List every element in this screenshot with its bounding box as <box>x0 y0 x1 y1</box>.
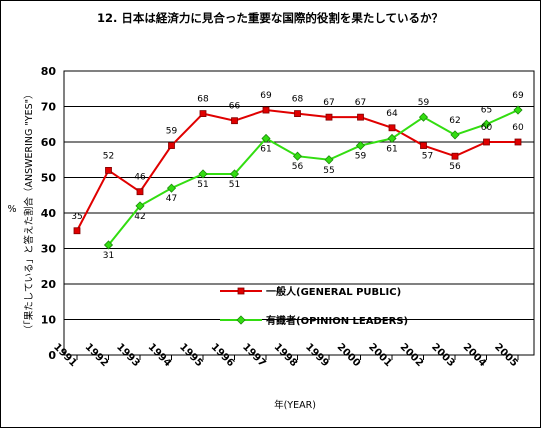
x-axis-label: 年(YEAR) <box>274 399 316 411</box>
data-label: 52 <box>103 151 114 161</box>
y-tick-label: 10 <box>41 314 57 327</box>
data-label: 51 <box>197 180 208 190</box>
data-label: 31 <box>103 251 114 261</box>
data-label: 47 <box>166 194 177 204</box>
y-tick-label: 50 <box>41 172 57 185</box>
data-point <box>73 227 81 235</box>
series-markers <box>73 105 523 250</box>
data-point <box>231 117 238 125</box>
y-tick-label: 30 <box>41 243 57 256</box>
data-point <box>450 130 460 140</box>
data-point <box>198 169 208 179</box>
legend-marker <box>236 315 246 325</box>
y-tick-label: 40 <box>41 207 57 220</box>
data-label: 42 <box>134 212 145 222</box>
data-label: 51 <box>229 180 240 190</box>
data-label: 35 <box>71 212 82 222</box>
data-point <box>262 106 270 114</box>
data-point <box>229 169 240 179</box>
x-axis-ticks: 1991 1992 1993 1994 1995 1996 1997 1998 1999 2000… <box>51 342 519 369</box>
data-label: 56 <box>292 162 304 172</box>
legend-label: 有識者(OPINION LEADERS) <box>266 314 408 327</box>
data-label: 68 <box>292 95 304 105</box>
series-line <box>107 109 519 246</box>
data-point <box>103 240 114 250</box>
data-label: 68 <box>197 95 209 105</box>
data-label: 59 <box>355 152 367 162</box>
data-point <box>357 113 364 121</box>
data-label: 62 <box>449 116 460 126</box>
y-tick-label: 80 <box>41 65 57 78</box>
data-labels: 35 52 46 59 68 66 69 68 67 67 64 57 56 60 60 31 42 47 51 51… <box>71 91 524 261</box>
data-label: 67 <box>355 98 366 108</box>
data-label: 59 <box>166 127 178 137</box>
y-axis-ticks: 0 10 20 30 40 50 60 70 80 <box>41 65 57 362</box>
gridlines <box>64 106 534 320</box>
data-label: 46 <box>134 173 146 183</box>
data-point <box>325 113 333 121</box>
data-label: 60 <box>481 123 493 133</box>
data-point <box>388 124 396 132</box>
data-label: 59 <box>418 98 430 108</box>
data-point <box>355 140 366 151</box>
y-axis-label: （「果たしている」と答えた割合（ANSWERING "YES"） <box>23 90 35 335</box>
y-axis-unit: % <box>7 204 16 215</box>
data-point <box>105 166 112 174</box>
legend: 一般人(GENERAL PUBLIC) 有識者(OPINION LEADERS) <box>220 285 408 327</box>
data-point <box>324 155 334 165</box>
legend-marker <box>237 287 245 295</box>
data-label: 64 <box>386 109 398 119</box>
data-point <box>168 142 175 149</box>
data-point <box>483 138 490 146</box>
data-label: 65 <box>481 105 492 115</box>
data-point <box>514 138 522 146</box>
y-tick-label: 70 <box>41 101 57 114</box>
data-label: 67 <box>323 98 334 108</box>
data-label: 57 <box>422 152 433 162</box>
data-point <box>292 151 303 161</box>
legend-label: 一般人(GENERAL PUBLIC) <box>266 285 401 298</box>
y-tick-label: 60 <box>41 136 57 149</box>
data-label: 60 <box>512 123 524 133</box>
data-label: 69 <box>512 91 524 101</box>
data-point <box>261 133 271 144</box>
data-label: 61 <box>386 144 397 154</box>
data-label: 61 <box>260 144 271 154</box>
chart-title: 12. 日本は経済力に見合った重要な国際的役割を果たしているか？ <box>97 11 443 25</box>
y-tick-label: 0 <box>48 349 56 362</box>
data-point <box>418 112 429 122</box>
data-point <box>420 142 427 149</box>
data-label: 55 <box>323 166 334 176</box>
data-point <box>136 188 144 196</box>
data-point <box>513 105 523 115</box>
y-tick-label: 20 <box>41 278 57 291</box>
data-point <box>199 110 207 117</box>
data-point <box>166 183 177 193</box>
data-point <box>387 133 397 144</box>
data-point <box>135 201 145 211</box>
data-point <box>481 119 492 129</box>
data-label: 69 <box>260 91 272 101</box>
data-label: 56 <box>449 162 461 172</box>
data-point <box>451 152 459 160</box>
data-point <box>294 110 301 117</box>
data-label: 66 <box>229 102 241 112</box>
plot-area <box>63 70 535 356</box>
